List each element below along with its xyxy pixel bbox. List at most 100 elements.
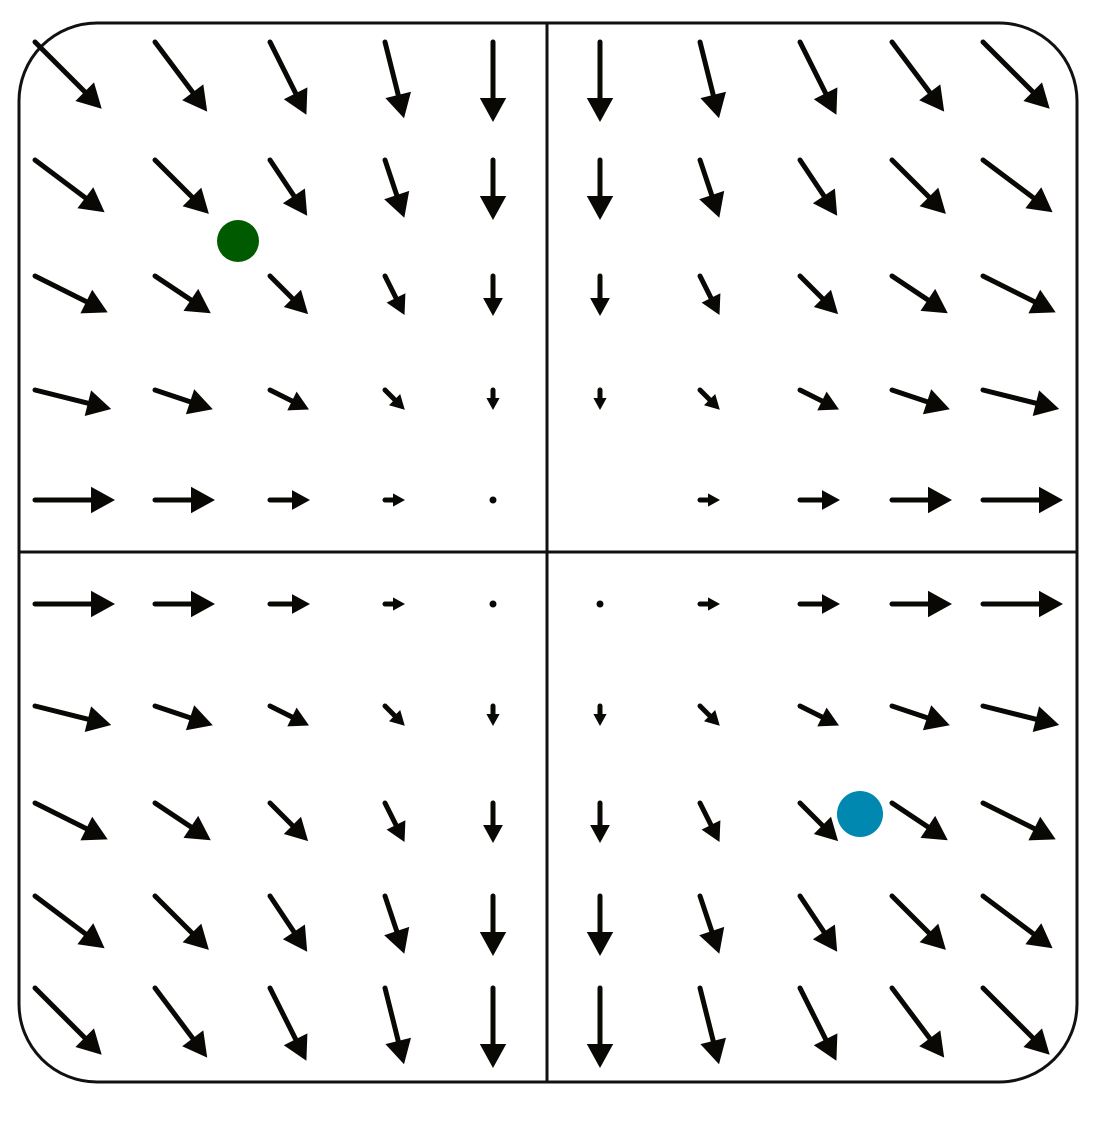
arrow-head (704, 394, 720, 410)
arrow-shaft (697, 157, 715, 200)
arrow-head (1032, 706, 1060, 732)
arrow-shaft (889, 157, 933, 201)
arrow-shaft (382, 39, 402, 100)
arrow-head (922, 389, 950, 415)
arrow-head (700, 1037, 726, 1065)
arrow-head (483, 825, 503, 843)
arrow-shaft (32, 985, 89, 1042)
arrow-shaft (267, 157, 298, 201)
arrow-head (183, 815, 211, 841)
arrow-head (185, 705, 213, 731)
arrow-head (479, 196, 507, 220)
arrow-head (1028, 289, 1056, 314)
arrow-head (919, 1030, 945, 1058)
arrow-head (84, 390, 112, 416)
arrow-head (812, 188, 838, 216)
arrow-dot (489, 496, 497, 504)
arrow-shaft (697, 273, 715, 303)
arrow-head (182, 1030, 208, 1058)
arrow-shaft (382, 800, 400, 830)
arrow-head (813, 289, 839, 315)
arrow-head (700, 91, 726, 119)
arrow-shaft (267, 703, 297, 721)
arrow-shaft (32, 273, 91, 306)
arrow-dot (596, 600, 604, 608)
arrow-head (389, 710, 405, 726)
arrow-head (393, 493, 405, 507)
arrow-head (389, 394, 405, 410)
arrow-head (282, 188, 308, 216)
arrow-shaft (382, 703, 399, 720)
arrow-shaft (980, 387, 1041, 407)
arrow-head (590, 825, 610, 843)
arrow-head (920, 815, 948, 841)
arrow-head (384, 190, 410, 218)
arrow-head (182, 923, 209, 950)
arrow-head (191, 486, 215, 514)
arrow-shaft (32, 800, 91, 833)
arrow-head (704, 710, 720, 726)
arrow-shaft (980, 800, 1039, 833)
arrow-head (708, 597, 720, 611)
arrow-shaft (152, 157, 196, 201)
arrow-head (283, 1033, 308, 1061)
arrow-shaft (267, 800, 297, 830)
arrow-shaft (797, 703, 827, 721)
arrow-shaft (152, 703, 195, 721)
arrow-head (699, 190, 725, 218)
arrow-shaft (32, 703, 93, 723)
arrow-head (586, 932, 614, 956)
arrow-head (292, 594, 310, 614)
arrow-head (393, 597, 405, 611)
arrow-head (1028, 816, 1056, 841)
arrow-head (77, 923, 105, 949)
arrow-head (1039, 486, 1063, 514)
arrow-shaft (267, 39, 300, 98)
arrow-shaft (697, 703, 714, 720)
arrow-shaft (152, 893, 196, 937)
arrow-head (479, 1044, 507, 1068)
arrow-head (813, 87, 838, 115)
arrow-head (586, 196, 614, 220)
arrow-shaft (797, 39, 830, 98)
arrow-shaft (889, 387, 932, 405)
arrow-head (191, 590, 215, 618)
arrow-head (922, 705, 950, 731)
arrow-head (817, 391, 839, 411)
arrow-shaft (152, 800, 196, 831)
arrow-shaft (980, 273, 1039, 306)
arrow-shaft (697, 387, 714, 404)
arrow-head (701, 820, 721, 842)
arrow-shaft (152, 273, 196, 304)
arrow-head (386, 820, 406, 842)
arrow-shaft (797, 387, 827, 405)
arrow-head (182, 84, 208, 112)
arrow-head (817, 707, 839, 727)
arrow-shaft (267, 387, 297, 405)
arrow-shaft (797, 985, 830, 1044)
arrow-head (586, 1044, 614, 1068)
green-dot (217, 220, 259, 262)
arrow-head (386, 293, 406, 315)
arrow-shaft (697, 893, 715, 936)
arrow-shaft (697, 985, 717, 1046)
arrow-shaft (697, 800, 715, 830)
arrow-head (287, 391, 309, 411)
arrow-head (283, 816, 309, 842)
arrow-shaft (152, 985, 197, 1043)
arrow-head (593, 714, 607, 726)
arrow-head (287, 707, 309, 727)
arrow-head (586, 98, 614, 122)
arrow-head (185, 389, 213, 415)
arrows (32, 39, 1063, 1068)
arrow-head (385, 1037, 411, 1065)
arrow-head (283, 87, 308, 115)
arrow-shaft (267, 273, 297, 303)
arrow-head (812, 924, 838, 952)
arrow-head (75, 1028, 102, 1055)
arrow-head (1032, 390, 1060, 416)
arrow-head (91, 590, 115, 618)
arrow-head (822, 594, 840, 614)
arrow-shaft (382, 985, 402, 1046)
arrow-head (813, 1033, 838, 1061)
